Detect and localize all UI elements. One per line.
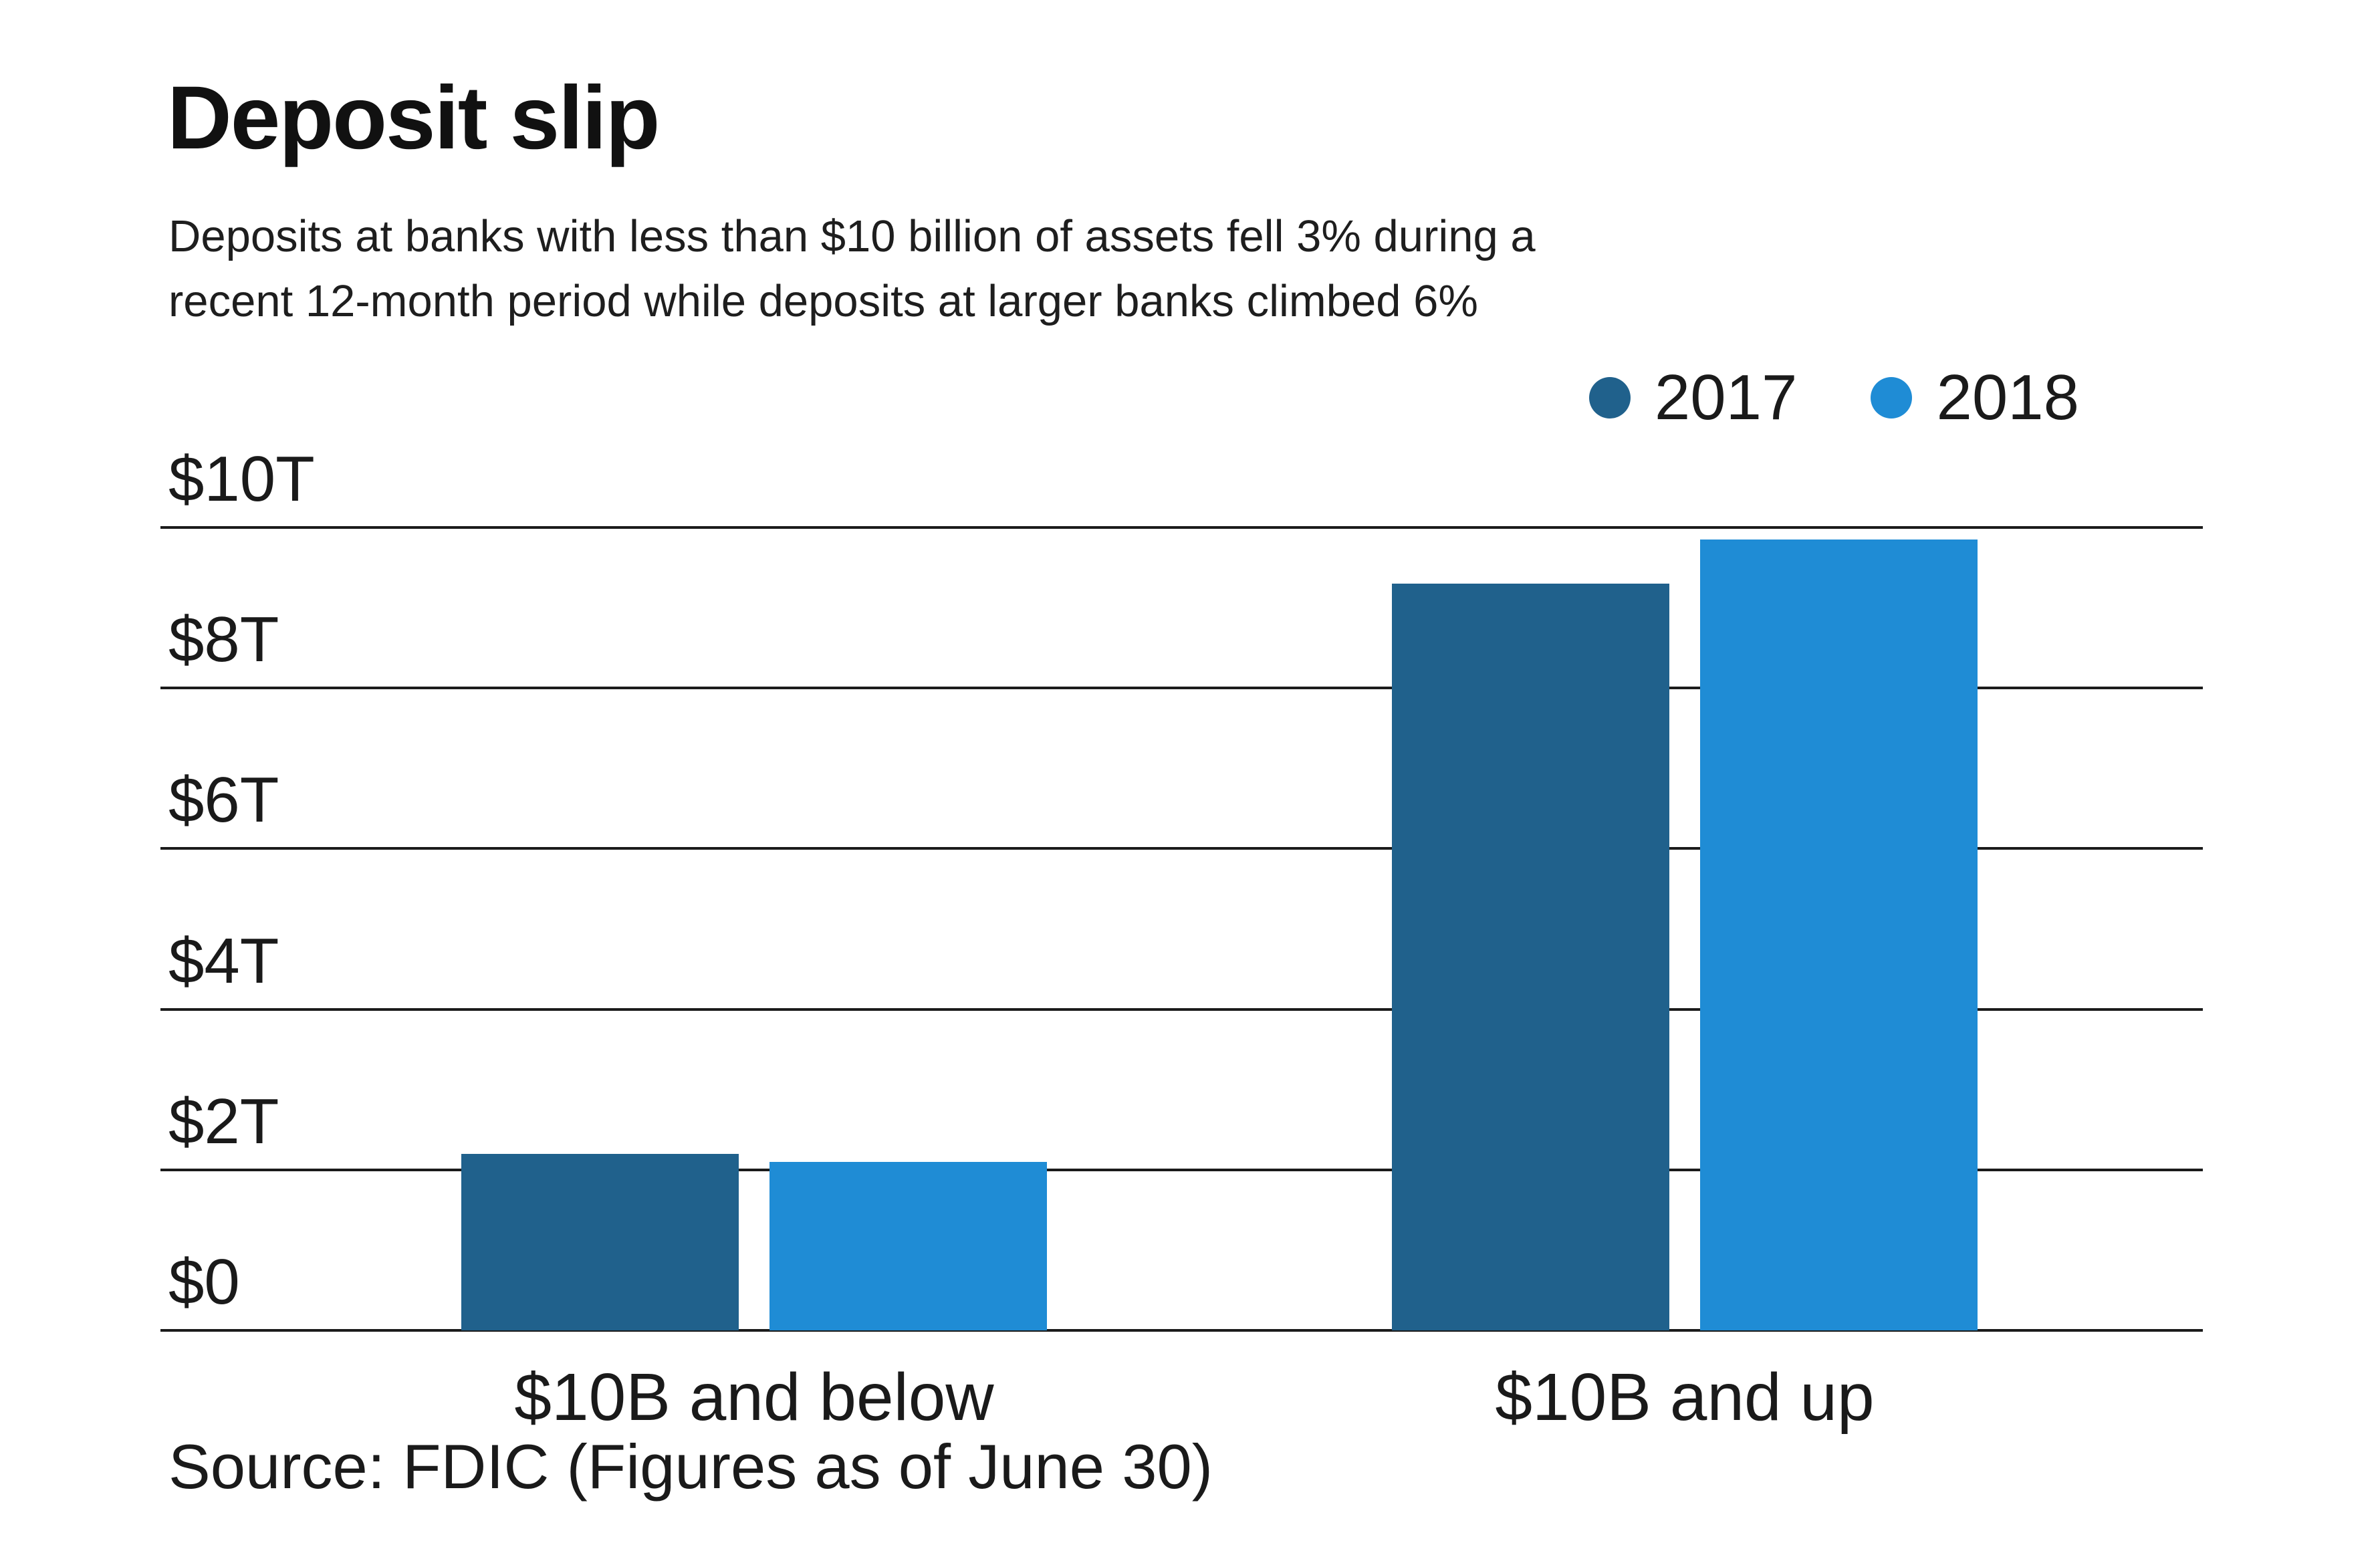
y-tick-label-8t: $8T	[168, 604, 279, 676]
x-category-label-1: $10B and below	[514, 1360, 994, 1435]
chart-subtitle-line-1: Deposits at banks with less than $10 bil…	[168, 211, 1536, 261]
y-tick-label-4t: $4T	[168, 925, 279, 997]
chart-subtitle-line-2: recent 12-month period while deposits at…	[168, 276, 1478, 327]
chart-subtitle: Deposits at banks with less than $10 bil…	[168, 204, 1536, 334]
legend: 2017 2018	[1588, 361, 2079, 435]
legend-label-2017: 2017	[1654, 362, 1798, 433]
bar-2018--10b-and-up	[1700, 540, 1978, 1330]
x-category-label-2: $10B and up	[1495, 1360, 1875, 1435]
gridline-4t	[160, 1007, 2203, 1011]
bar-2018--10b-and-below	[769, 1161, 1047, 1330]
bar-group-1: $10B and below	[461, 527, 1047, 1431]
legend-label-2018: 2018	[1936, 362, 2079, 433]
plot-area: $0 $2T $4T $6T $8T $10T $10B and below $10B and…	[160, 447, 2203, 1431]
chart-title: Deposit slip	[167, 68, 660, 168]
bar-group-2: $10B and up	[1392, 527, 1978, 1431]
source-note: Source: FDIC (Figures as of June 30)	[168, 1431, 1213, 1502]
legend-swatch-2017	[1588, 377, 1631, 419]
y-tick-label-10t: $10T	[168, 443, 315, 515]
gridline-2t	[160, 1168, 2203, 1171]
legend-item-2018: 2018	[1871, 361, 2079, 435]
y-tick-label-2t: $2T	[168, 1085, 279, 1157]
bar-2017--10b-and-up	[1392, 584, 1669, 1330]
gridline-0	[160, 1329, 2203, 1332]
y-tick-label-0: $0	[168, 1246, 240, 1318]
gridline-8t	[160, 687, 2203, 690]
legend-swatch-2018	[1871, 377, 1913, 419]
y-tick-label-6t: $6T	[168, 764, 279, 836]
legend-item-2017: 2017	[1588, 361, 1798, 435]
gridline-10t	[160, 526, 2203, 529]
gridline-6t	[160, 847, 2203, 850]
bar-2017--10b-and-below	[461, 1153, 739, 1330]
